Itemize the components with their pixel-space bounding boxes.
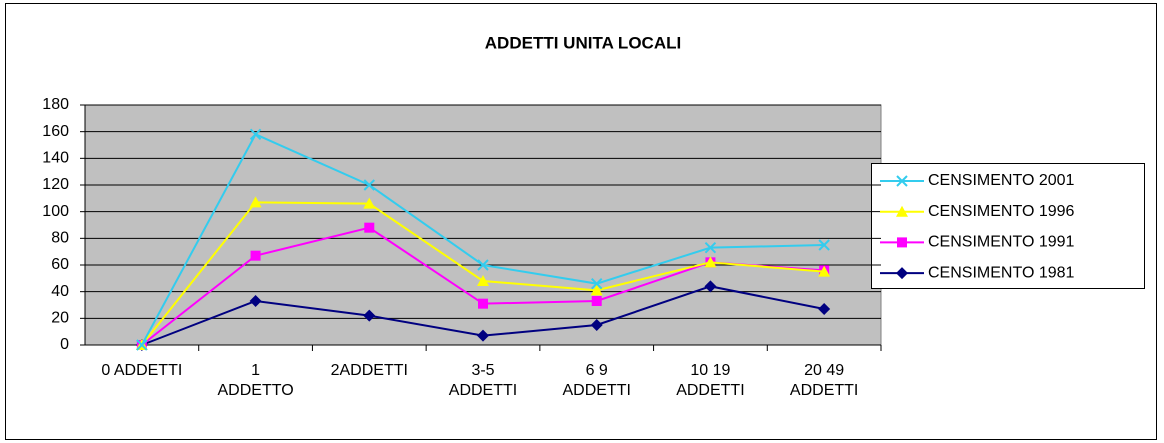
legend-marker xyxy=(896,267,908,280)
chart-title: ADDETTI UNITA LOCALI xyxy=(485,33,681,52)
marker xyxy=(590,319,603,331)
legend-marker xyxy=(897,237,907,248)
legend-label: CENSIMENTO 1996 xyxy=(928,203,1075,220)
marker xyxy=(249,196,262,208)
x-tick-label: 3-5 ADDETTI xyxy=(448,362,518,399)
legend-label: CENSIMENTO 1991 xyxy=(928,234,1075,251)
marker xyxy=(363,197,376,209)
y-tick-label: 180 xyxy=(42,96,69,113)
y-tick-label: 160 xyxy=(42,123,69,140)
marker xyxy=(704,280,717,293)
legend-box xyxy=(871,163,1145,289)
legend-marker xyxy=(896,205,908,217)
marker xyxy=(477,259,489,271)
x-tick-label: 6 9 ADDETTI xyxy=(562,362,631,399)
marker xyxy=(477,275,489,286)
marker xyxy=(364,222,375,233)
x-tick-label: 10 19 ADDETTI xyxy=(676,362,745,399)
marker xyxy=(704,256,717,268)
marker xyxy=(363,309,376,322)
marker xyxy=(477,329,489,342)
y-tick-label: 20 xyxy=(51,310,69,327)
y-tick-label: 60 xyxy=(51,256,69,273)
marker xyxy=(249,128,262,141)
legend-marker xyxy=(896,175,908,187)
marker xyxy=(818,303,831,315)
y-tick-label: 0 xyxy=(60,336,69,353)
marker xyxy=(590,284,603,296)
x-tick-label: 20 49 ADDETTI xyxy=(789,362,859,399)
marker xyxy=(591,296,602,306)
marker xyxy=(363,179,375,191)
plot-area xyxy=(84,104,882,346)
legend-label: CENSIMENTO 2001 xyxy=(928,172,1075,189)
marker xyxy=(478,298,488,309)
x-tick-label: 0 ADDETTI xyxy=(101,362,183,379)
y-tick-label: 80 xyxy=(51,230,69,247)
y-tick-label: 120 xyxy=(42,176,69,193)
marker xyxy=(818,239,830,251)
marker xyxy=(250,250,261,261)
y-tick-label: 40 xyxy=(51,283,69,300)
x-tick-label: 1 ADDETTO xyxy=(217,362,294,399)
marker xyxy=(136,339,148,351)
marker xyxy=(818,265,831,277)
marker xyxy=(591,277,603,290)
legend-label: CENSIMENTO 1981 xyxy=(928,264,1075,281)
x-tick-label: 2ADDETTI xyxy=(330,362,408,379)
marker xyxy=(249,295,262,307)
marker xyxy=(704,241,717,254)
y-tick-label: 100 xyxy=(42,203,69,220)
y-tick-label: 140 xyxy=(42,150,69,167)
